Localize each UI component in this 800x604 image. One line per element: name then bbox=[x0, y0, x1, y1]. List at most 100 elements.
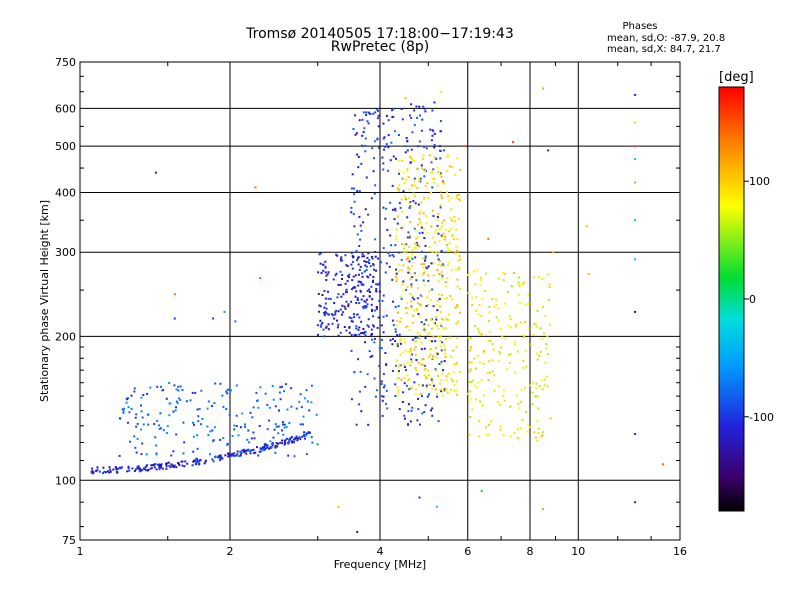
scatter-point bbox=[432, 262, 435, 265]
scatter-point bbox=[410, 354, 413, 357]
scatter-point bbox=[486, 372, 489, 375]
scatter-point bbox=[365, 261, 368, 263]
scatter-point bbox=[418, 140, 421, 143]
scatter-point bbox=[395, 324, 398, 327]
scatter-point bbox=[285, 425, 288, 428]
scatter-point bbox=[423, 347, 426, 350]
scatter-point bbox=[305, 453, 308, 456]
scatter-point bbox=[167, 461, 170, 464]
scatter-point bbox=[446, 387, 448, 390]
scatter-point bbox=[318, 310, 320, 313]
scatter-point bbox=[333, 302, 336, 304]
scatter-point bbox=[409, 155, 412, 158]
scatter-point bbox=[548, 286, 551, 289]
scatter-point bbox=[418, 245, 421, 248]
scatter-point bbox=[177, 389, 180, 392]
scatter-point bbox=[442, 343, 445, 346]
scatter-point bbox=[235, 384, 238, 387]
scatter-point bbox=[385, 207, 388, 210]
scatter-point bbox=[487, 237, 490, 240]
scatter-point bbox=[369, 355, 372, 358]
scatter-point bbox=[439, 120, 442, 123]
scatter-point bbox=[373, 157, 375, 160]
scatter-point bbox=[394, 305, 397, 308]
scatter-point bbox=[334, 313, 337, 316]
scatter-point bbox=[410, 387, 413, 390]
scatter-point bbox=[537, 407, 540, 410]
scatter-point bbox=[299, 438, 302, 441]
scatter-point bbox=[292, 438, 295, 441]
scatter-point bbox=[266, 446, 269, 449]
scatter-point bbox=[401, 226, 404, 229]
scatter-point bbox=[431, 288, 434, 291]
scatter-point bbox=[468, 400, 471, 403]
scatter-point bbox=[398, 408, 401, 411]
scatter-point bbox=[416, 419, 419, 422]
scatter-point bbox=[399, 342, 402, 345]
scatter-point bbox=[536, 439, 539, 442]
scatter-point bbox=[397, 189, 400, 192]
scatter-point bbox=[475, 309, 478, 312]
scatter-point bbox=[155, 444, 158, 447]
scatter-point bbox=[173, 384, 176, 387]
scatter-point bbox=[165, 462, 167, 465]
scatter-point bbox=[416, 244, 419, 247]
scatter-point bbox=[239, 426, 242, 429]
scatter-point bbox=[378, 290, 381, 293]
scatter-point bbox=[288, 440, 291, 443]
scatter-point bbox=[499, 425, 502, 428]
scatter-point bbox=[387, 134, 390, 137]
scatter-point bbox=[194, 391, 197, 394]
scatter-point bbox=[391, 370, 394, 372]
scatter-point bbox=[469, 337, 472, 339]
scatter-point bbox=[392, 255, 395, 258]
scatter-point bbox=[394, 330, 397, 333]
scatter-point bbox=[483, 352, 486, 354]
scatter-point bbox=[296, 439, 299, 442]
scatter-point bbox=[252, 452, 255, 455]
scatter-point bbox=[427, 265, 430, 268]
scatter-point bbox=[396, 343, 399, 345]
scatter-point bbox=[109, 470, 112, 473]
scatter-point bbox=[325, 274, 328, 277]
scatter-point bbox=[543, 384, 546, 387]
scatter-point bbox=[401, 401, 404, 403]
scatter-point bbox=[397, 159, 400, 162]
scatter-point bbox=[367, 423, 370, 426]
scatter-point bbox=[414, 229, 417, 232]
scatter-point bbox=[366, 298, 369, 301]
scatter-point bbox=[541, 388, 544, 391]
scatter-point bbox=[426, 267, 429, 270]
scatter-point bbox=[446, 190, 448, 193]
scatter-point bbox=[447, 261, 450, 264]
scatter-point bbox=[468, 370, 471, 373]
scatter-point bbox=[433, 231, 436, 234]
scatter-point bbox=[440, 227, 443, 230]
scatter-point bbox=[322, 269, 325, 272]
scatter-point bbox=[252, 448, 255, 451]
scatter-point bbox=[452, 349, 455, 352]
scatter-point bbox=[412, 159, 415, 162]
scatter-point bbox=[426, 182, 429, 185]
scatter-point bbox=[149, 467, 152, 470]
scatter-point bbox=[504, 272, 507, 275]
scatter-point bbox=[407, 176, 410, 179]
scatter-point bbox=[141, 416, 144, 419]
scatter-point bbox=[435, 505, 438, 508]
scatter-point bbox=[373, 192, 376, 195]
scatter-point bbox=[409, 347, 412, 350]
scatter-point bbox=[253, 437, 256, 440]
scatter-point bbox=[517, 402, 520, 405]
scatter-point bbox=[431, 355, 434, 358]
scatter-point bbox=[288, 438, 291, 441]
scatter-point bbox=[406, 236, 409, 239]
scatter-point bbox=[472, 379, 474, 382]
scatter-point bbox=[501, 334, 504, 337]
scatter-point bbox=[434, 368, 437, 371]
scatter-point bbox=[443, 149, 445, 152]
scatter-point bbox=[422, 357, 425, 360]
scatter-point bbox=[299, 393, 302, 396]
scatter-point bbox=[471, 303, 474, 306]
scatter-point bbox=[334, 311, 337, 314]
scatter-point bbox=[265, 447, 268, 450]
